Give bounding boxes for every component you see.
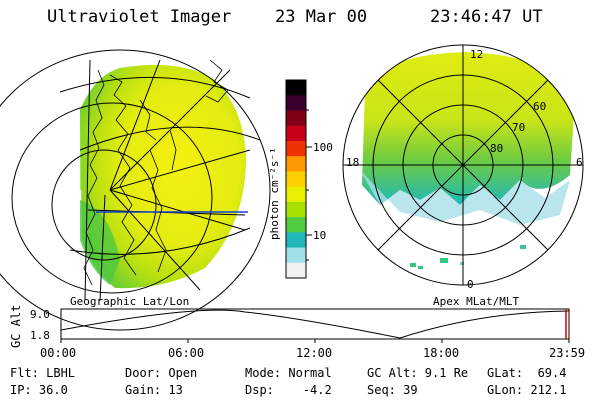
time-label: 23:46:47 UT (430, 7, 543, 27)
altitude-ytick-9: 9.0 (30, 308, 50, 321)
info-gain: Gain: 13 (125, 383, 183, 397)
colorbar-tick-100: 100 (313, 141, 333, 154)
colorbar-stripe (286, 247, 306, 264)
info-gc-alt: GC Alt: 9.1 Re (367, 366, 469, 380)
polar-grid (342, 44, 584, 286)
apex-map-label: Apex MLat/MLT (433, 295, 520, 308)
auroral-oval (362, 52, 575, 205)
colorbar-unit-label: photon cm⁻²s⁻¹ (268, 147, 281, 240)
xtick-0600: 06:00 (168, 346, 204, 360)
colorbar-stripe (286, 201, 306, 218)
xtick-1200: 12:00 (296, 346, 332, 360)
coastlines (83, 59, 229, 286)
mlt-label-0: 0 (467, 278, 474, 291)
altitude-plot: GC Alt 9.0 1.8 00:00 06:00 12:00 18:00 2… (9, 305, 585, 360)
mlt-label-18: 18 (346, 156, 359, 169)
info-dsp: Dsp: -4.2 (245, 383, 332, 397)
colorbar-stripe (286, 110, 306, 127)
mlat-label-80: 80 (490, 142, 503, 155)
mlat-label-70: 70 (512, 121, 525, 134)
instrument-title: Ultraviolet Imager (47, 7, 232, 27)
date-label: 23 Mar 00 (275, 7, 368, 27)
colorbar: 100 10 photon cm⁻²s⁻¹ (268, 79, 333, 279)
info-glon: GLon: 212.1 (487, 383, 567, 397)
info-seq: Seq: 39 (367, 383, 418, 397)
emission-disk (80, 64, 246, 289)
info-ip: IP: 36.0 (10, 383, 68, 397)
polar-map: 12 18 6 0 60 70 80 (342, 44, 584, 291)
colorbar-stripe (286, 125, 306, 142)
colorbar-stripe (286, 140, 306, 157)
mlt-label-6: 6 (576, 156, 583, 169)
colorbar-stripe (286, 80, 306, 96)
colorbar-stripe (286, 171, 306, 188)
colorbar-stripe (286, 232, 306, 249)
info-mode: Mode: Normal (245, 366, 332, 380)
altitude-curve (60, 309, 570, 339)
info-glat: GLat: 69.4 (487, 366, 567, 380)
mlat-label-60: 60 (533, 100, 546, 113)
colorbar-tick-10: 10 (313, 229, 326, 242)
geographic-map-label: Geographic Lat/Lon (70, 295, 190, 308)
info-door: Door: Open (125, 366, 198, 380)
geographic-map (0, 49, 271, 331)
xtick-2359: 23:59 (549, 346, 585, 360)
mlt-label-12: 12 (470, 48, 483, 61)
altitude-ylabel: GC Alt (9, 305, 23, 348)
colorbar-stripe (286, 186, 306, 203)
colorbar-stripe (286, 217, 306, 233)
colorbar-stripe (286, 262, 306, 279)
colorbar-stripe (286, 95, 306, 111)
xtick-1800: 18:00 (423, 346, 459, 360)
altitude-ytick-1-8: 1.8 (30, 329, 50, 342)
info-filter: Flt: LBHL (10, 366, 76, 380)
xtick-0000: 00:00 (40, 346, 76, 360)
colorbar-stripe (286, 156, 306, 172)
